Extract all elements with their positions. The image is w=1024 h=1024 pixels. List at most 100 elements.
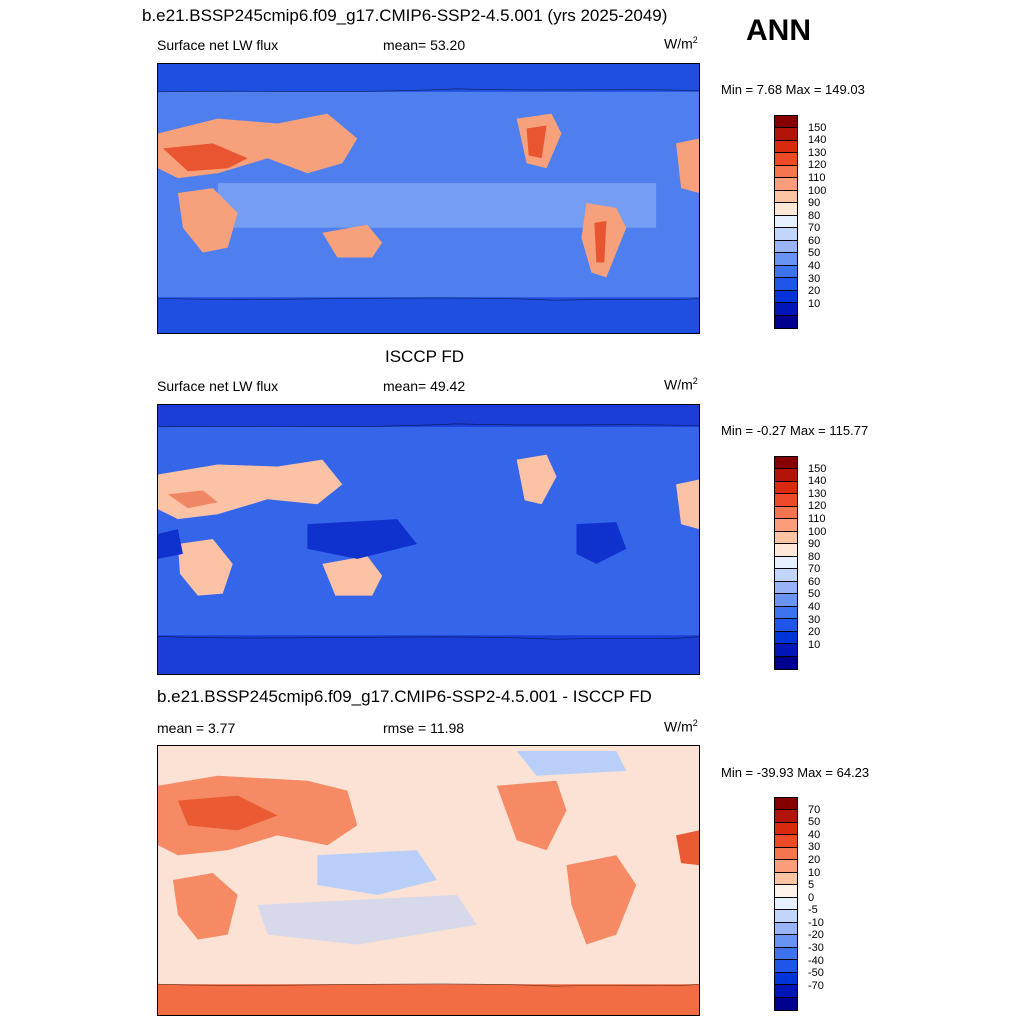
colorbar-tick-label: 10 (808, 866, 821, 879)
map-region-tropics (257, 894, 477, 945)
colorbar-box (775, 190, 797, 204)
colorbar-box (775, 315, 797, 328)
colorbar-box (775, 985, 797, 998)
colorbar-tick-label: 70 (808, 222, 821, 235)
map-region-land (177, 539, 233, 596)
colorbar-box (775, 140, 797, 154)
colorbar-tick-label: 20 (808, 285, 821, 298)
colorbar-tick-label: 50 (808, 247, 821, 260)
map-region-land (516, 454, 557, 505)
panel-2-mean-label: mean= 49.42 (383, 378, 466, 394)
map-region-land (177, 188, 238, 253)
panel-2-map (157, 404, 700, 675)
colorbar-tick-label: 30 (808, 841, 821, 854)
colorbar-tick-label: 120 (808, 159, 827, 172)
colorbar-tick-label: -10 (808, 916, 824, 929)
colorbar-tick-label: 80 (808, 209, 821, 222)
colorbar-tick-label: 140 (808, 475, 827, 488)
map-region-land (676, 138, 699, 194)
colorbar-box (775, 910, 797, 923)
map-region-tropics (516, 750, 627, 776)
colorbar-box (775, 544, 797, 557)
map-region-tropics (307, 519, 418, 559)
colorbar-box (775, 847, 797, 861)
colorbar-box (775, 972, 797, 986)
map-region-land (496, 780, 567, 851)
colorbar-box (775, 594, 797, 607)
panel-3-title: b.e21.BSSP245cmip6.f09_g17.CMIP6-SSP2-4.… (157, 687, 652, 706)
colorbar-tick-label: 0 (808, 891, 815, 904)
colorbar-box (775, 897, 797, 911)
colorbar-box (775, 960, 797, 973)
colorbar-tick-label: 30 (808, 613, 821, 626)
colorbar-box (775, 153, 797, 166)
panel-1-map-plot (158, 64, 699, 333)
map-region-polar (158, 297, 699, 333)
colorbar-box (775, 810, 797, 823)
colorbar-box (775, 469, 797, 482)
colorbar-tick-label: -50 (808, 967, 824, 980)
colorbar-tick-label: 60 (808, 234, 821, 247)
colorbar-box (775, 457, 797, 470)
colorbar-tick-label: 90 (808, 538, 821, 551)
colorbar-tick-label: -30 (808, 942, 824, 955)
colorbar-box (775, 290, 797, 304)
colorbar-box (775, 519, 797, 532)
map-region-land (566, 855, 637, 945)
colorbar-box (775, 872, 797, 886)
map-region-land (322, 224, 383, 258)
colorbar-box (775, 178, 797, 191)
colorbar-box (775, 885, 797, 898)
colorbar-tick-label: 150 (808, 462, 827, 475)
panel-1-colorbar (774, 115, 798, 329)
panel-2-title: ISCCP FD (385, 347, 465, 366)
map-region-hot (167, 490, 218, 509)
colorbar-tick-label: 5 (808, 879, 815, 892)
map-region-hot (676, 830, 699, 866)
colorbar-tick-label: 30 (808, 272, 821, 285)
colorbar-box (775, 228, 797, 241)
map-region-hot (177, 795, 278, 831)
colorbar-box (775, 506, 797, 520)
map-region-tropics (317, 850, 437, 895)
panel-2-colorbar (774, 456, 798, 670)
panel-3-units: W/m2 (664, 718, 698, 735)
colorbar-box (775, 303, 797, 316)
colorbar-box (775, 265, 797, 279)
colorbar-box (775, 922, 797, 936)
colorbar-tick-label: 110 (808, 512, 826, 525)
colorbar-tick-label: 120 (808, 500, 827, 513)
colorbar-box (775, 569, 797, 582)
colorbar-box (775, 253, 797, 266)
colorbar-tick-label: 10 (808, 297, 821, 310)
colorbar-tick-label: 20 (808, 853, 821, 866)
colorbar-box (775, 935, 797, 948)
colorbar-tick-label: 70 (808, 803, 821, 816)
season-label: ANN (746, 14, 811, 47)
colorbar-tick-label: 150 (808, 121, 827, 134)
panel-1-minmax: Min = 7.68 Max = 149.03 (721, 82, 865, 97)
colorbar-tick-label: 130 (808, 487, 827, 500)
panel-1-units: W/m2 (664, 35, 698, 52)
map-region-land (676, 479, 699, 530)
colorbar-tick-label: -5 (808, 904, 818, 917)
colorbar-box (775, 494, 797, 507)
colorbar-tick-label: 60 (808, 575, 821, 588)
panel-1-variable-label: Surface net LW flux (157, 37, 279, 53)
panel-3-minmax: Min = -39.93 Max = 64.23 (721, 765, 870, 780)
colorbar-tick-label: 70 (808, 563, 821, 576)
colorbar-box (775, 835, 797, 848)
colorbar-tick-label: 80 (808, 550, 821, 563)
map-region-tropics (158, 529, 183, 559)
colorbar-tick-label: 20 (808, 626, 821, 639)
colorbar-tick-label: 40 (808, 601, 821, 614)
colorbar-tick-label: 40 (808, 828, 821, 841)
colorbar-tick-label: 110 (808, 171, 826, 184)
map-region-hot (162, 143, 248, 172)
colorbar-box (775, 619, 797, 632)
map-region-polar (158, 64, 699, 92)
colorbar-box (775, 631, 797, 645)
colorbar-box (775, 947, 797, 961)
colorbar-box (775, 644, 797, 657)
colorbar-tick-label: 100 (808, 525, 827, 538)
